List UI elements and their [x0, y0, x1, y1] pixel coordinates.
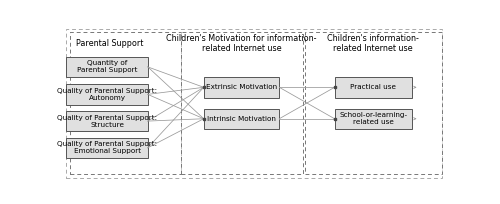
Bar [180, 32, 303, 174]
Bar [70, 32, 180, 174]
Bar [304, 32, 442, 174]
Text: Parental Support: Parental Support [76, 39, 144, 48]
Bar [66, 137, 148, 158]
Text: Children's information-
related Internet use: Children's information- related Internet… [328, 34, 419, 53]
Bar [334, 109, 412, 129]
Text: Quantity of
Parental Support: Quantity of Parental Support [77, 60, 138, 73]
Bar [204, 109, 280, 129]
Bar [66, 111, 148, 131]
Text: Quality of Parental Support:
Autonomy: Quality of Parental Support: Autonomy [57, 88, 157, 101]
Bar [66, 57, 148, 77]
Bar [204, 77, 280, 98]
Text: Practical use: Practical use [350, 84, 397, 90]
Text: Extrinsic Motivation: Extrinsic Motivation [206, 84, 277, 90]
Bar [334, 77, 412, 98]
Text: Children's Motivation for information-
related Internet use: Children's Motivation for information- r… [166, 34, 317, 53]
Text: Quality of Parental Support:
Structure: Quality of Parental Support: Structure [57, 115, 157, 128]
Text: School-or-learning-
related use: School-or-learning- related use [339, 112, 407, 125]
Bar [66, 84, 148, 105]
Text: Intrinsic Motivation: Intrinsic Motivation [207, 116, 276, 122]
Text: Quality of Parental Support:
Emotional Support: Quality of Parental Support: Emotional S… [57, 141, 157, 154]
